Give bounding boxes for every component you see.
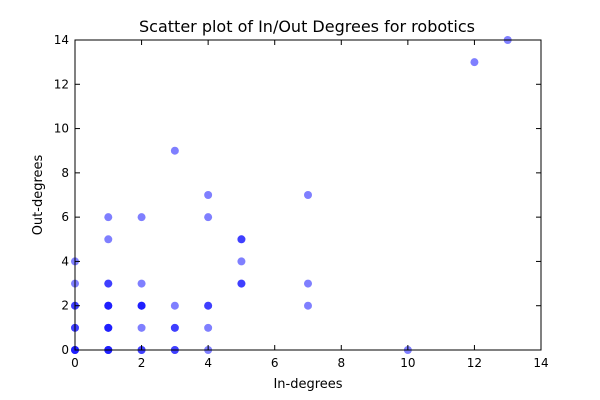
- x-tick-label: 14: [533, 356, 548, 370]
- data-point-34: [170, 301, 179, 310]
- y-tick-label: 10: [54, 122, 69, 136]
- data-point-29: [137, 213, 146, 222]
- ticks-layer: 0 2 4 6 8 10 12 14 0 2 4 6 8 10 12 14: [54, 33, 549, 370]
- y-axis-label: Out-degrees: [31, 154, 46, 235]
- data-point-35: [170, 146, 179, 155]
- data-point-37: [204, 323, 213, 332]
- x-tick-label: 8: [337, 356, 345, 370]
- y-tick-label: 0: [61, 343, 69, 357]
- y-tick-label: 4: [61, 254, 69, 268]
- data-point-47: [304, 301, 312, 310]
- x-tick-label: 10: [400, 356, 415, 370]
- y-tick-label: 12: [54, 77, 69, 91]
- data-point-41: [204, 191, 213, 199]
- x-tick-label: 12: [467, 356, 482, 370]
- data-point-46: [237, 235, 246, 244]
- chart-title: Scatter plot of In/Out Degrees for robot…: [139, 17, 475, 36]
- y-tick-label: 6: [61, 210, 69, 224]
- points-layer: [71, 36, 512, 354]
- data-point-39: [204, 301, 213, 310]
- data-point-49: [304, 191, 312, 199]
- x-tick-label: 2: [138, 356, 146, 370]
- data-point-28: [137, 279, 146, 288]
- data-point-20: [104, 235, 113, 244]
- data-point-43: [237, 279, 246, 288]
- x-tick-label: 6: [271, 356, 279, 370]
- data-point-14: [104, 323, 113, 332]
- data-point-51: [470, 58, 479, 67]
- data-point-40: [204, 213, 213, 222]
- data-point-21: [104, 213, 113, 222]
- data-point-27: [137, 301, 146, 310]
- y-tick-label: 8: [61, 166, 69, 180]
- y-tick-label: 14: [54, 33, 69, 47]
- data-point-17: [104, 301, 113, 310]
- x-tick-label: 4: [204, 356, 212, 370]
- x-tick-label: 0: [71, 356, 79, 370]
- y-tick-label: 2: [61, 299, 69, 313]
- data-point-44: [237, 257, 246, 266]
- data-point-19: [104, 279, 113, 288]
- x-axis-label: In-degrees: [273, 377, 342, 392]
- data-point-48: [304, 279, 312, 288]
- data-point-33: [170, 323, 179, 332]
- data-point-24: [137, 323, 146, 332]
- plot-frame: [74, 39, 542, 351]
